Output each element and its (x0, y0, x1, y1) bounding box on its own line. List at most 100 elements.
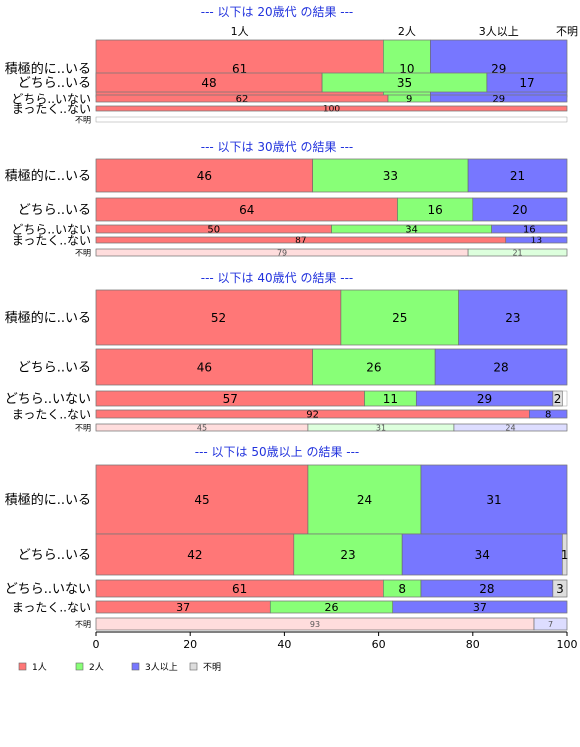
data-label: 16 (523, 225, 536, 236)
data-label: 29 (477, 392, 492, 406)
row-label: 積極的に..いる (5, 61, 91, 77)
data-label: 11 (383, 392, 398, 406)
row-label: まったく..ない (12, 600, 91, 614)
group-title: --- 以下は 30歳代 の結果 --- (201, 140, 354, 154)
bar-track (95, 72, 568, 93)
data-label: 21 (510, 169, 525, 183)
legend-label: 3人以上 (145, 662, 178, 673)
bar-segment (312, 158, 469, 193)
bar-track (95, 289, 568, 346)
bar-segment (458, 289, 568, 346)
bar-track (95, 617, 568, 631)
bar-track (95, 533, 568, 576)
row-label: 不明 (75, 248, 91, 257)
bar-track (95, 197, 568, 222)
row-label: 不明 (75, 620, 91, 629)
bar-segment (95, 533, 295, 576)
data-label: 17 (519, 76, 534, 90)
bar-track (95, 579, 568, 598)
bar-segment (307, 464, 422, 535)
data-label: 16 (427, 203, 442, 217)
row-label: 不明 (75, 115, 91, 124)
row-label: どちら..いる (18, 76, 91, 91)
x-tick-label: 20 (183, 638, 197, 651)
data-label: 23 (505, 311, 520, 325)
bar-segment (434, 348, 568, 386)
data-label: 25 (392, 311, 407, 325)
data-label: 92 (306, 410, 319, 421)
row-label: どちら..いる (18, 203, 91, 218)
row-label: どちら..いない (5, 582, 91, 597)
row-label: まったく..ない (12, 407, 91, 421)
legend-swatch (189, 662, 198, 671)
row-label: まったく..ない (12, 233, 91, 247)
data-label: 35 (397, 76, 412, 90)
data-label: 62 (236, 94, 249, 105)
row-label: 積極的に..いる (5, 168, 91, 184)
data-label: 93 (310, 620, 320, 629)
legend-label: 1人 (32, 662, 47, 673)
bar-track (95, 600, 568, 614)
column-header: 2人 (398, 25, 416, 38)
bar-track (95, 105, 568, 112)
legend-label: 2人 (89, 662, 104, 673)
bar-track (95, 158, 568, 193)
data-label: 61 (232, 62, 247, 76)
legend-label: 不明 (203, 662, 221, 673)
x-tick-label: 60 (372, 638, 386, 651)
data-label: 29 (491, 62, 506, 76)
data-label: 48 (201, 76, 216, 90)
data-label: 61 (232, 582, 247, 596)
x-tick-label: 0 (93, 638, 100, 651)
data-label: 28 (493, 360, 508, 374)
data-label: 42 (187, 548, 202, 562)
data-label: 8 (398, 582, 406, 596)
bar-segment (95, 348, 313, 386)
bar-track (95, 224, 568, 234)
data-label: 34 (405, 225, 418, 236)
data-label: 50 (207, 225, 220, 236)
data-label: 57 (223, 392, 238, 406)
data-label: 29 (492, 94, 505, 105)
data-label: 100 (323, 105, 340, 115)
data-label: 24 (505, 423, 515, 432)
legend-swatch (18, 662, 27, 671)
bar-track (95, 423, 568, 432)
legend-swatch (75, 662, 84, 671)
bar-segment (312, 348, 436, 386)
bar-track (95, 248, 568, 257)
bar-segment (467, 158, 568, 193)
data-label: 31 (486, 493, 501, 507)
row-label: 不明 (75, 423, 91, 432)
bar-segment (340, 289, 459, 346)
data-label: 20 (512, 203, 527, 217)
bar-track (95, 390, 568, 407)
data-label: 1 (561, 548, 569, 562)
data-label: 24 (357, 493, 372, 507)
group-title: --- 以下は 20歳代 の結果 --- (201, 5, 354, 19)
data-label: 34 (475, 548, 490, 562)
x-tick-label: 80 (466, 638, 480, 651)
data-label: 45 (194, 493, 209, 507)
data-label: 26 (325, 601, 339, 614)
data-label: 33 (383, 169, 398, 183)
row-label: どちら..いない (11, 92, 91, 106)
data-label: 31 (376, 423, 386, 432)
x-tick-label: 40 (277, 638, 291, 651)
data-label: 13 (531, 236, 542, 246)
column-header: 1人 (231, 25, 249, 38)
row-label: 積極的に..いる (5, 492, 91, 508)
data-label: 28 (479, 582, 494, 596)
row-label: どちら..いない (11, 222, 91, 236)
data-label: 21 (512, 248, 522, 257)
data-label: 23 (340, 548, 355, 562)
data-label: 7 (548, 620, 553, 629)
data-label: 26 (366, 360, 381, 374)
data-label: 10 (399, 62, 414, 76)
bar-track (95, 409, 568, 419)
bar-segment (95, 464, 309, 535)
bar-segment (95, 289, 342, 346)
data-label: 2 (554, 392, 562, 406)
row-label: どちら..いない (5, 392, 91, 407)
